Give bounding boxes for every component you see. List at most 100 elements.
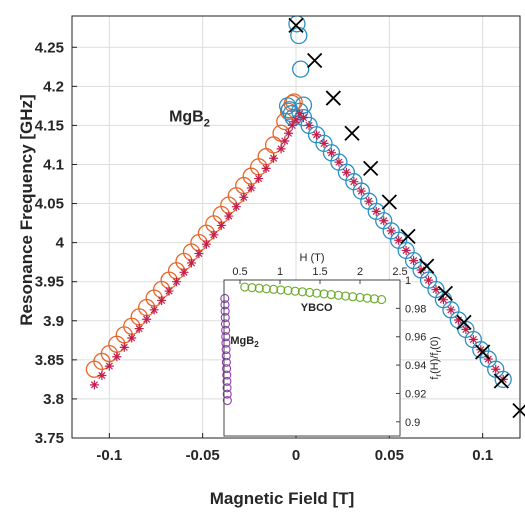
red-asterisk-marker: [364, 196, 374, 206]
main-y-tick-label: 4.25: [35, 39, 64, 56]
mgb2-circle-marker: [220, 306, 230, 316]
mgb2-circle-marker: [222, 383, 232, 393]
red-asterisk-marker: [483, 354, 493, 364]
main-x-tick-label: -0.1: [96, 447, 122, 464]
red-asterisk-marker: [269, 153, 279, 163]
blue-circle-marker: [288, 16, 306, 33]
main-y-tick-label: 4: [56, 235, 65, 252]
mgb2-circle-marker: [222, 389, 232, 399]
inset-y-tick-label: 0.98: [405, 303, 426, 315]
black-cross-marker: [307, 52, 323, 69]
main-y-axis-label: Resonance Frequency [GHz]: [17, 94, 36, 325]
ybco-circle-marker: [305, 287, 315, 298]
ybco-circle-marker: [240, 282, 250, 292]
inset-y-tick-label: 0.94: [405, 360, 426, 372]
orange-circle-marker: [279, 102, 298, 120]
red-asterisk-marker: [127, 333, 137, 343]
red-asterisk-marker: [468, 335, 478, 345]
inset-y-tick-label: 1: [405, 275, 411, 287]
inset-plot-frame: [223, 279, 401, 437]
red-asterisk-marker: [394, 235, 404, 245]
red-asterisk-marker: [280, 136, 290, 146]
red-asterisk-marker: [172, 277, 182, 287]
mgb2-circle-marker: [220, 293, 230, 303]
red-asterisk-marker: [239, 192, 249, 202]
black-cross-marker: [456, 314, 472, 330]
red-asterisk-marker: [201, 239, 211, 249]
red-asterisk-marker: [224, 211, 234, 221]
main-y-tick-label: 3.85: [35, 352, 64, 369]
red-asterisk-marker: [356, 186, 366, 196]
main-y-tick-label: 3.75: [35, 430, 64, 447]
mgb2-circle-marker: [222, 376, 232, 386]
ybco-circle-marker: [377, 295, 387, 305]
mgb2-circle-marker: [222, 395, 232, 406]
red-asterisk-marker: [134, 324, 144, 334]
mgb2-circle-marker: [221, 344, 231, 355]
ybco-circle-marker: [341, 291, 351, 301]
black-cross-marker: [381, 194, 397, 210]
ybco-circle-marker: [369, 294, 379, 304]
main-series-2: [89, 109, 508, 390]
red-asterisk-marker: [209, 230, 219, 240]
inset-chart: 0.5 1 1.5 2 2.50.90.920.940.960.981 H (T) fr…: [220, 252, 443, 437]
ybco-circle-marker: [254, 283, 264, 293]
mgb2-series-label-subscript: 2: [254, 340, 259, 349]
ybco-circle-marker: [283, 285, 293, 296]
red-asterisk-marker: [379, 216, 389, 226]
main-y-tick-label: 4.05: [35, 196, 64, 213]
inset-y-label-part: f: [429, 376, 441, 380]
red-asterisk-marker: [431, 285, 441, 295]
main-y-tick-label: 4.15: [35, 117, 64, 134]
red-asterisk-marker: [312, 130, 322, 140]
ybco-circle-marker: [362, 293, 372, 303]
black-cross-marker: [437, 285, 453, 302]
main-y-tick-label: 3.95: [35, 274, 64, 291]
red-asterisk-marker: [216, 220, 226, 230]
inset-x-tick-label: 1.5: [312, 266, 327, 278]
inset-y-axis-label: fr(H)/fr(0): [429, 336, 443, 379]
inset-x-tick-label: 1: [277, 266, 283, 278]
inset-x-tick-label: 2: [357, 266, 363, 278]
inset-x-tick-label: 0.5: [232, 266, 247, 278]
red-asterisk-marker: [341, 167, 351, 177]
red-asterisk-marker: [438, 295, 448, 305]
black-cross-marker: [288, 17, 304, 34]
red-asterisk-marker: [349, 177, 359, 187]
black-cross-marker: [344, 125, 360, 141]
blue-circle-marker: [494, 370, 512, 389]
red-asterisk-marker: [164, 286, 174, 296]
main-y-tick-label: 4.2: [43, 78, 64, 95]
mgb2-annotation: MgB2: [169, 109, 210, 130]
mgb2-circle-marker: [222, 370, 232, 380]
red-asterisk-marker: [424, 275, 434, 285]
inset-plot-markers: [220, 282, 387, 406]
red-asterisk-marker: [334, 157, 344, 167]
mgb2-circle-marker: [220, 313, 230, 323]
mgb2-annotation-subscript: 2: [204, 118, 210, 130]
red-asterisk-marker: [298, 113, 308, 123]
main-x-axis-label: Magnetic Field [T]: [210, 489, 355, 508]
inset-y-tick-label: 0.96: [405, 332, 426, 344]
inset-series-0: [240, 282, 387, 305]
main-y-tick-label: 3.8: [43, 391, 64, 408]
ybco-series-label: YBCO: [301, 302, 333, 314]
main-axis-ticks: -0.1 -0.05 0 0.05 0.1 3.75 3.8 3.85 3.9 3.95 4 4.05…: [35, 39, 493, 464]
main-y-tick-label: 3.9: [43, 313, 64, 330]
ybco-circle-marker: [319, 289, 329, 299]
red-asterisk-marker: [304, 120, 314, 130]
red-asterisk-marker: [295, 109, 305, 119]
red-asterisk-marker: [261, 163, 271, 173]
ybco-circle-marker: [276, 285, 286, 295]
red-asterisk-marker: [371, 206, 381, 216]
red-asterisk-marker: [416, 265, 426, 275]
red-asterisk-marker: [409, 256, 419, 266]
ybco-circle-marker: [312, 288, 322, 298]
inset-y-label-sub: r: [434, 374, 443, 377]
inset-axis-ticks: 0.5 1 1.5 2 2.5 0.9 0.92 0.94 0.96 0.98 1: [232, 266, 426, 429]
red-asterisk-marker: [231, 202, 241, 212]
main-y-tick-label: 4.1: [43, 156, 64, 173]
red-asterisk-marker: [194, 249, 204, 259]
ybco-circle-marker: [333, 290, 343, 300]
